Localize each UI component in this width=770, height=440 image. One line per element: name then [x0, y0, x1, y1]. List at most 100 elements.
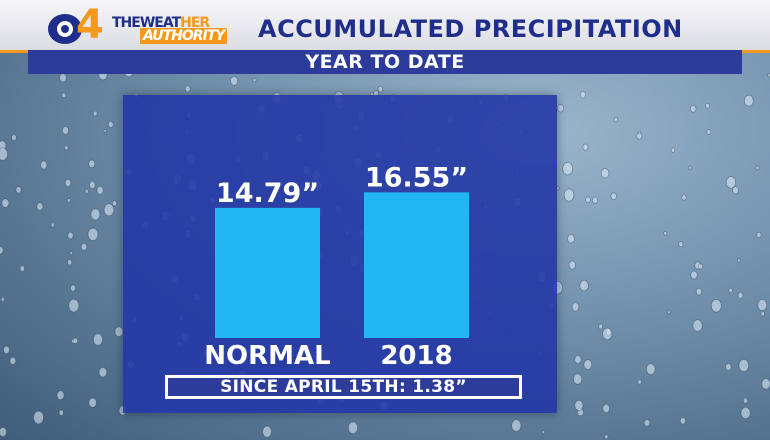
- raindrop: [0, 296, 5, 302]
- raindrop: [757, 298, 768, 312]
- raindrop: [92, 110, 98, 117]
- raindrop: [579, 279, 589, 292]
- raindrop: [67, 231, 74, 240]
- raindrop: [68, 298, 80, 313]
- raindrop: [767, 73, 770, 78]
- raindrop: [637, 379, 642, 385]
- raindrop: [568, 260, 576, 270]
- raindrop: [670, 147, 676, 153]
- raindrop: [84, 188, 89, 194]
- raindrop: [732, 186, 739, 195]
- raindrop: [98, 366, 108, 378]
- raindrop: [592, 196, 599, 204]
- bar-chart: 14.79” NORMAL 16.55” 2018: [204, 162, 469, 371]
- raindrop: [643, 419, 651, 427]
- raindrop: [573, 373, 583, 385]
- raindrop: [636, 132, 643, 140]
- raindrop: [695, 287, 703, 296]
- raindrop: [725, 176, 737, 189]
- raindrop: [88, 397, 97, 408]
- channel-number-logo: 4: [76, 2, 104, 48]
- raindrop: [511, 419, 522, 432]
- raindrop: [0, 427, 7, 438]
- raindrop: [11, 134, 17, 141]
- raindrop: [107, 120, 114, 128]
- raindrop: [760, 311, 765, 317]
- raindrop: [613, 117, 619, 123]
- raindrop: [598, 323, 604, 330]
- raindrop: [70, 284, 76, 292]
- raindrop: [725, 363, 732, 371]
- raindrop: [92, 333, 103, 346]
- raindrop: [19, 265, 26, 272]
- raindrop: [103, 203, 115, 217]
- raindrop: [728, 287, 733, 293]
- raindrop: [679, 416, 687, 425]
- raindrop: [377, 85, 384, 93]
- raindrop: [40, 160, 48, 170]
- raindrop: [667, 310, 671, 315]
- raindrop: [663, 230, 668, 236]
- raindrop: [610, 192, 617, 201]
- raindrop: [90, 208, 101, 221]
- raindrop: [755, 165, 760, 171]
- raindrop: [582, 143, 589, 151]
- raindrop: [557, 104, 565, 113]
- raindrop: [50, 222, 55, 228]
- raindrop: [574, 355, 582, 364]
- raindrop: [571, 302, 580, 312]
- raindrop: [690, 270, 698, 280]
- raindrop: [604, 434, 609, 440]
- subtitle: YEAR TO DATE: [28, 50, 742, 74]
- raindrop: [1, 198, 10, 208]
- raindrop: [698, 263, 704, 270]
- raindrop: [87, 227, 99, 242]
- raindrop: [541, 430, 546, 435]
- raindrop: [61, 92, 67, 99]
- raindrop: [737, 291, 744, 299]
- raindrop: [58, 409, 64, 416]
- raindrop: [574, 399, 584, 411]
- raindrop: [33, 410, 45, 425]
- raindrop: [563, 188, 575, 202]
- raindrop: [710, 299, 722, 313]
- raindrop: [692, 319, 703, 332]
- raindrop: [61, 126, 70, 135]
- raindrop: [600, 168, 610, 179]
- raindrop: [9, 356, 17, 365]
- raindrop: [64, 178, 72, 188]
- raindrop: [562, 162, 574, 176]
- raindrop: [0, 246, 4, 255]
- raindrop: [740, 406, 751, 420]
- raindrop: [111, 200, 118, 207]
- raindrop: [80, 242, 88, 251]
- raindrop: [737, 258, 741, 263]
- raindrop: [66, 198, 71, 203]
- brand-line-1: THEWEATHER: [112, 15, 210, 31]
- value-label: 16.55”: [365, 162, 468, 193]
- raindrop: [3, 345, 10, 354]
- raindrop: [705, 102, 711, 109]
- raindrop: [103, 128, 107, 133]
- raindrop: [602, 403, 611, 414]
- category-label: 2018: [380, 341, 452, 371]
- raindrop: [88, 180, 96, 189]
- raindrop: [88, 159, 96, 169]
- cbs-eye-logo-icon: [48, 14, 82, 44]
- raindrop: [706, 129, 712, 135]
- raindrop: [59, 73, 67, 83]
- raindrop: [252, 77, 257, 83]
- page-title: ACCUMULATED PRECIPITATION: [258, 15, 683, 43]
- raindrop: [347, 421, 359, 435]
- raindrop: [743, 94, 754, 107]
- raindrop: [72, 337, 79, 344]
- raindrop: [688, 165, 692, 170]
- raindrop: [230, 76, 239, 86]
- chart-panel: [123, 95, 557, 413]
- raindrop: [0, 147, 9, 161]
- raindrop: [689, 104, 697, 113]
- raindrop: [738, 358, 750, 373]
- raindrop: [761, 378, 770, 390]
- raindrop: [742, 397, 748, 404]
- category-label: NORMAL: [204, 341, 330, 371]
